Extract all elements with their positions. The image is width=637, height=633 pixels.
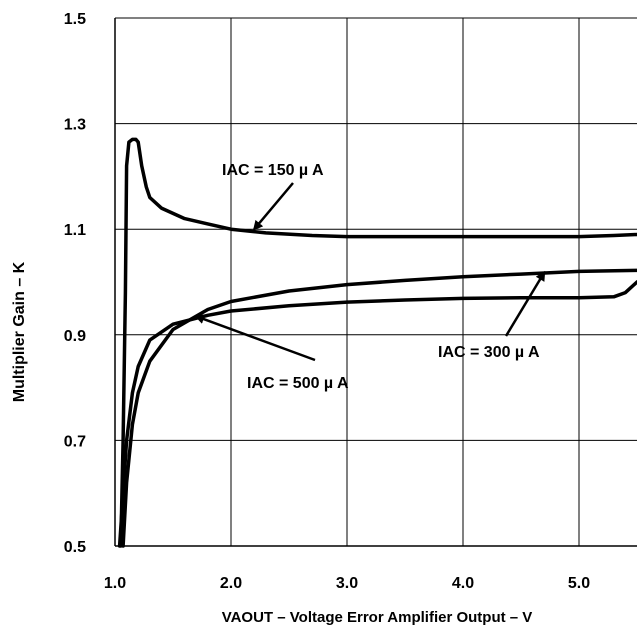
series-line-2 — [121, 268, 637, 548]
x-tick-label: 2.0 — [220, 575, 242, 592]
series-line-3 — [117, 280, 637, 548]
y-axis-title: Multiplier Gain – K — [11, 261, 28, 402]
x-axis-title: VAOUT – Voltage Error Amplifier Output –… — [222, 609, 533, 626]
series-lines — [117, 137, 637, 548]
y-tick-label: 1.1 — [64, 222, 86, 239]
x-tick-label: 3.0 — [336, 575, 358, 592]
annotation-label: IAC = 150 µ A — [222, 162, 324, 179]
annotation-label: IAC = 500 µ A — [247, 375, 349, 392]
x-tick-label: 4.0 — [452, 575, 474, 592]
y-tick-label: 0.7 — [64, 433, 86, 450]
grid — [114, 17, 637, 547]
annotation-arrow — [252, 182, 294, 231]
x-tick-label: 5.0 — [568, 575, 590, 592]
y-tick-label: 0.9 — [64, 328, 86, 345]
y-tick-label: 1.5 — [64, 11, 86, 28]
annotation-arrow — [194, 314, 316, 362]
tick-labels: 1.0 2.0 3.0 4.0 5.0 0.5 0.7 0.9 1.1 1.3 1.5 — [64, 11, 590, 592]
y-tick-label: 0.5 — [64, 539, 86, 556]
annotation-arrow — [504, 270, 546, 337]
annotation-label: IAC = 300 µ A — [438, 344, 540, 361]
series-line-1 — [119, 137, 637, 548]
x-tick-label: 1.0 — [104, 575, 126, 592]
y-tick-label: 1.3 — [64, 117, 86, 134]
annotations: IAC = 150 µ A IAC = 300 µ A IAC = 500 µ A — [194, 162, 546, 392]
